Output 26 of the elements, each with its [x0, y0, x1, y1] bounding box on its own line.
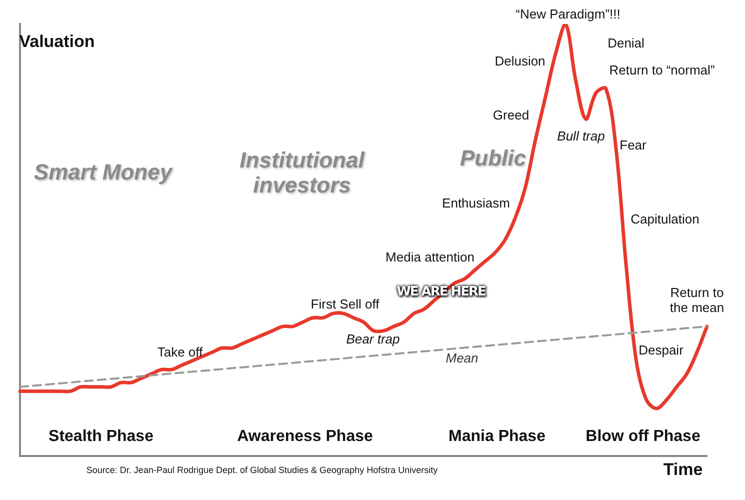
annotation: Despair [638, 342, 684, 358]
annotation: Mania Phase [448, 428, 546, 446]
annotation: First Sell off [310, 296, 380, 312]
annotation: Stealth Phase [48, 428, 154, 446]
source-note: Source: Dr. Jean-Paul Rodrigue Dept. of Global Studies & Geography Hofstra University [86, 464, 438, 476]
x-axis-title: Time [663, 460, 703, 480]
annotation: Denial [608, 36, 644, 52]
series-label: Mean [446, 350, 478, 366]
y-axis-title: Valuation [19, 32, 95, 52]
annotation: Bull trap [557, 128, 605, 144]
annotation: Return to the mean [668, 285, 726, 316]
annotation: Awareness Phase [237, 428, 373, 446]
annotation: Smart Money [34, 159, 172, 185]
annotation: Greed [492, 108, 530, 124]
annotation: Institutional investors [238, 148, 366, 198]
annotation: Take off [157, 344, 203, 360]
annotation: Enthusiasm [442, 196, 510, 212]
annotation: Media attention [386, 250, 474, 266]
text: “New Paradigm”!!! [516, 6, 620, 22]
annotation: Public [460, 145, 526, 171]
annotation: Return to “normal” [609, 62, 715, 78]
annotation: Bear trap [346, 332, 400, 348]
annotation: Fear [620, 138, 646, 154]
annotation: Delusion [494, 54, 546, 70]
annotation: Blow off Phase [586, 428, 700, 446]
annotation: Capitulation [630, 212, 700, 228]
